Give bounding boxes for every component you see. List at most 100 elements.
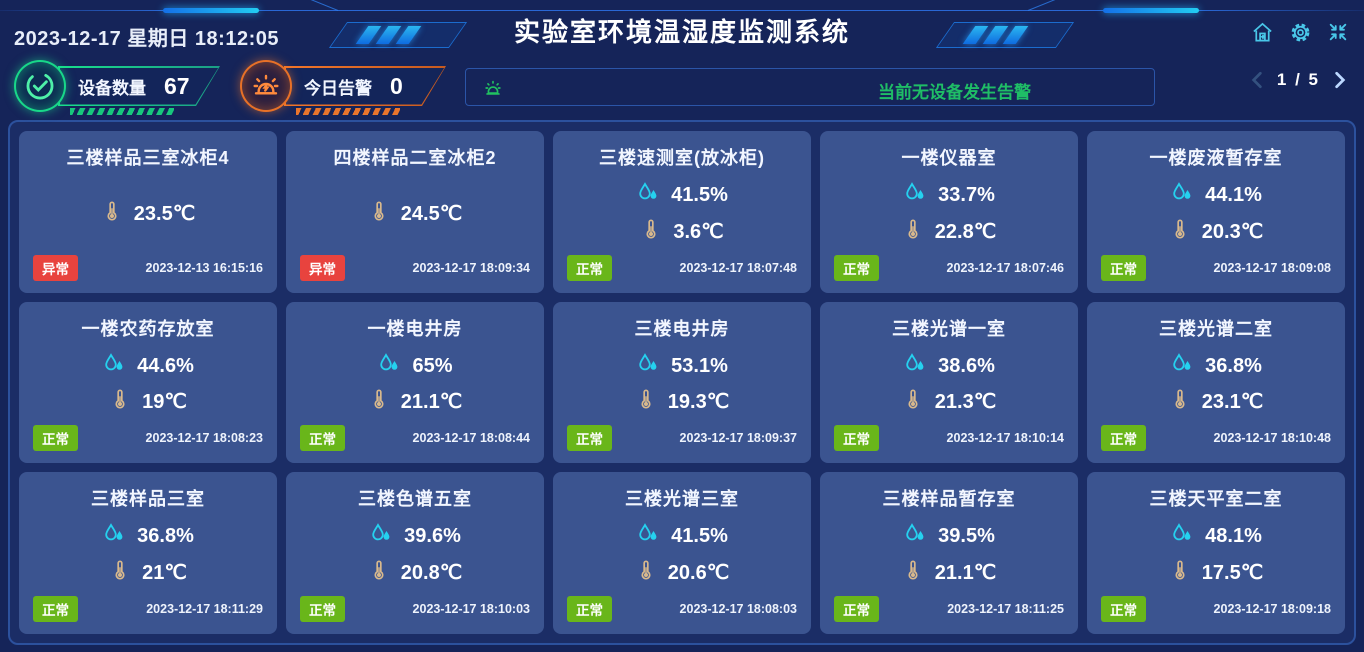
sensor-card[interactable]: 一楼农药存放室 44.6% [19, 301, 277, 464]
device-count-label: 设备数量 [78, 78, 146, 98]
last-update-timestamp: 2023-12-17 18:07:46 [946, 260, 1064, 275]
card-footer: 正常 2023-12-17 18:11:29 [19, 596, 277, 634]
humidity-value: 41.5% [671, 183, 728, 206]
humidity-reading: 36.8% [19, 522, 277, 551]
card-readings: 23.5℃ [19, 170, 277, 255]
card-readings: 44.1% 20.3℃ [1087, 170, 1345, 255]
humidity-value: 41.5% [671, 525, 728, 548]
room-name: 三楼色谱五室 [358, 489, 472, 510]
temperature-reading: 21.3℃ [820, 387, 1078, 416]
sensor-card[interactable]: 三楼光谱二室 36.8% [1087, 301, 1345, 464]
sensor-card[interactable]: 三楼光谱一室 38.6% [820, 301, 1078, 464]
card-readings: 48.1% 17.5℃ [1087, 511, 1345, 596]
last-update-timestamp: 2023-12-17 18:10:48 [1213, 431, 1331, 446]
card-readings: 41.5% 20.6℃ [553, 511, 811, 596]
temperature-reading: 20.3℃ [1087, 217, 1345, 246]
thermometer-icon [902, 217, 924, 246]
temperature-reading: 23.1℃ [1087, 387, 1345, 416]
sensor-card[interactable]: 三楼色谱五室 39.6% [286, 472, 544, 634]
room-name: 一楼电井房 [367, 318, 463, 339]
sensor-card[interactable]: 三楼样品暂存室 39.5% [820, 472, 1078, 634]
thermometer-icon [101, 199, 123, 228]
status-badge: 异常 [300, 254, 345, 281]
header-divider-line [0, 10, 1364, 11]
humidity-reading: 38.6% [820, 352, 1078, 381]
temperature-value: 23.5℃ [133, 202, 196, 225]
sensor-card[interactable]: 三楼电井房 53.1% 1 [553, 301, 811, 464]
sensor-card[interactable]: 一楼仪器室 33.7% 2 [820, 131, 1078, 293]
thermometer-icon [368, 199, 390, 228]
card-grid: 三楼样品三室冰柜4 23.5℃ 异常 2023-12-13 16:15:16 四… [10, 122, 1354, 643]
sensor-card[interactable]: 三楼样品三室 36.8% [19, 472, 277, 634]
humidity-drops-icon [102, 522, 126, 551]
thermometer-icon [1169, 558, 1191, 587]
status-badge: 正常 [1101, 596, 1146, 622]
thermometer-icon [640, 217, 662, 246]
card-readings: 38.6% 21.3℃ [820, 341, 1078, 426]
status-badge: 正常 [567, 254, 612, 281]
card-readings: 53.1% 19.3℃ [553, 341, 811, 426]
chevron-left-icon[interactable] [1249, 71, 1265, 89]
temperature-value: 20.6℃ [667, 562, 730, 585]
humidity-reading: 65% [286, 352, 544, 381]
card-readings: 33.7% 22.8℃ [820, 170, 1078, 255]
humidity-value: 38.6% [938, 354, 995, 377]
last-update-timestamp: 2023-12-13 16:15:16 [145, 260, 263, 275]
card-footer: 正常 2023-12-17 18:09:18 [1087, 596, 1345, 634]
room-name: 三楼速测室(放冰柜) [599, 148, 765, 168]
sensor-card[interactable]: 四楼样品二室冰柜2 24.5℃ 异常 2023-12-17 18:09:34 [286, 131, 544, 293]
temperature-value: 21℃ [142, 562, 187, 585]
settings-gear-icon[interactable] [1288, 20, 1312, 44]
status-badge: 正常 [567, 425, 612, 452]
thermometer-icon [1169, 217, 1191, 246]
humidity-value: 36.8% [137, 525, 194, 548]
temperature-value: 22.8℃ [934, 220, 997, 243]
temperature-reading: 22.8℃ [820, 217, 1078, 246]
room-name: 一楼仪器室 [901, 148, 997, 168]
card-footer: 正常 2023-12-17 18:08:23 [19, 425, 277, 463]
temperature-reading: 24.5℃ [286, 199, 544, 228]
monitor-panel: 三楼样品三室冰柜4 23.5℃ 异常 2023-12-13 16:15:16 四… [8, 120, 1356, 645]
room-name: 三楼光谱三室 [625, 489, 739, 510]
humidity-drops-icon [903, 181, 927, 210]
card-readings: 65% 21.1℃ [286, 341, 544, 426]
temperature-reading: 20.8℃ [286, 558, 544, 587]
last-update-timestamp: 2023-12-17 18:07:48 [679, 260, 797, 275]
sensor-card[interactable]: 三楼天平室二室 48.1% [1087, 472, 1345, 634]
thermometer-icon [902, 387, 924, 416]
status-badge: 正常 [834, 254, 879, 281]
chevron-right-icon[interactable] [1332, 71, 1348, 89]
room-name: 三楼天平室二室 [1149, 489, 1283, 510]
last-update-timestamp: 2023-12-17 18:09:18 [1213, 602, 1331, 616]
temperature-value: 3.6℃ [673, 220, 724, 243]
sensor-card[interactable]: 一楼废液暂存室 44.1% [1087, 131, 1345, 293]
fullscreen-icon[interactable] [1326, 20, 1350, 44]
humidity-value: 39.6% [404, 525, 461, 548]
last-update-timestamp: 2023-12-17 18:11:29 [146, 602, 263, 616]
stats-row: 设备数量 67 今日告警 0 [0, 58, 1364, 116]
room-name: 三楼样品三室冰柜4 [66, 148, 230, 168]
humidity-value: 44.1% [1205, 183, 1262, 206]
card-footer: 正常 2023-12-17 18:10:48 [1087, 425, 1345, 463]
status-badge: 正常 [1101, 425, 1146, 452]
humidity-value: 65% [412, 354, 453, 377]
card-footer: 异常 2023-12-13 16:15:16 [19, 254, 277, 293]
card-footer: 正常 2023-12-17 18:08:03 [553, 596, 811, 634]
alarm-count-widget: 今日告警 0 [240, 60, 446, 115]
home-icon[interactable] [1250, 20, 1274, 44]
temperature-value: 23.1℃ [1201, 391, 1264, 414]
last-update-timestamp: 2023-12-17 18:11:25 [947, 602, 1064, 616]
card-readings: 39.5% 21.1℃ [820, 511, 1078, 596]
sensor-card[interactable]: 三楼光谱三室 41.5% [553, 472, 811, 634]
card-footer: 正常 2023-12-17 18:08:44 [286, 425, 544, 463]
device-count-value: 67 [164, 72, 190, 99]
thermometer-icon [635, 387, 657, 416]
temperature-reading: 17.5℃ [1087, 558, 1345, 587]
temperature-reading: 21.1℃ [286, 387, 544, 416]
sensor-card[interactable]: 三楼速测室(放冰柜) 41.5% [553, 131, 811, 293]
sensor-card[interactable]: 一楼电井房 65% 21. [286, 301, 544, 464]
humidity-reading: 53.1% [553, 352, 811, 381]
sensor-card[interactable]: 三楼样品三室冰柜4 23.5℃ 异常 2023-12-13 16:15:16 [19, 131, 277, 293]
header-accent-segment-left [163, 8, 259, 13]
card-readings: 44.6% 19℃ [19, 341, 277, 426]
